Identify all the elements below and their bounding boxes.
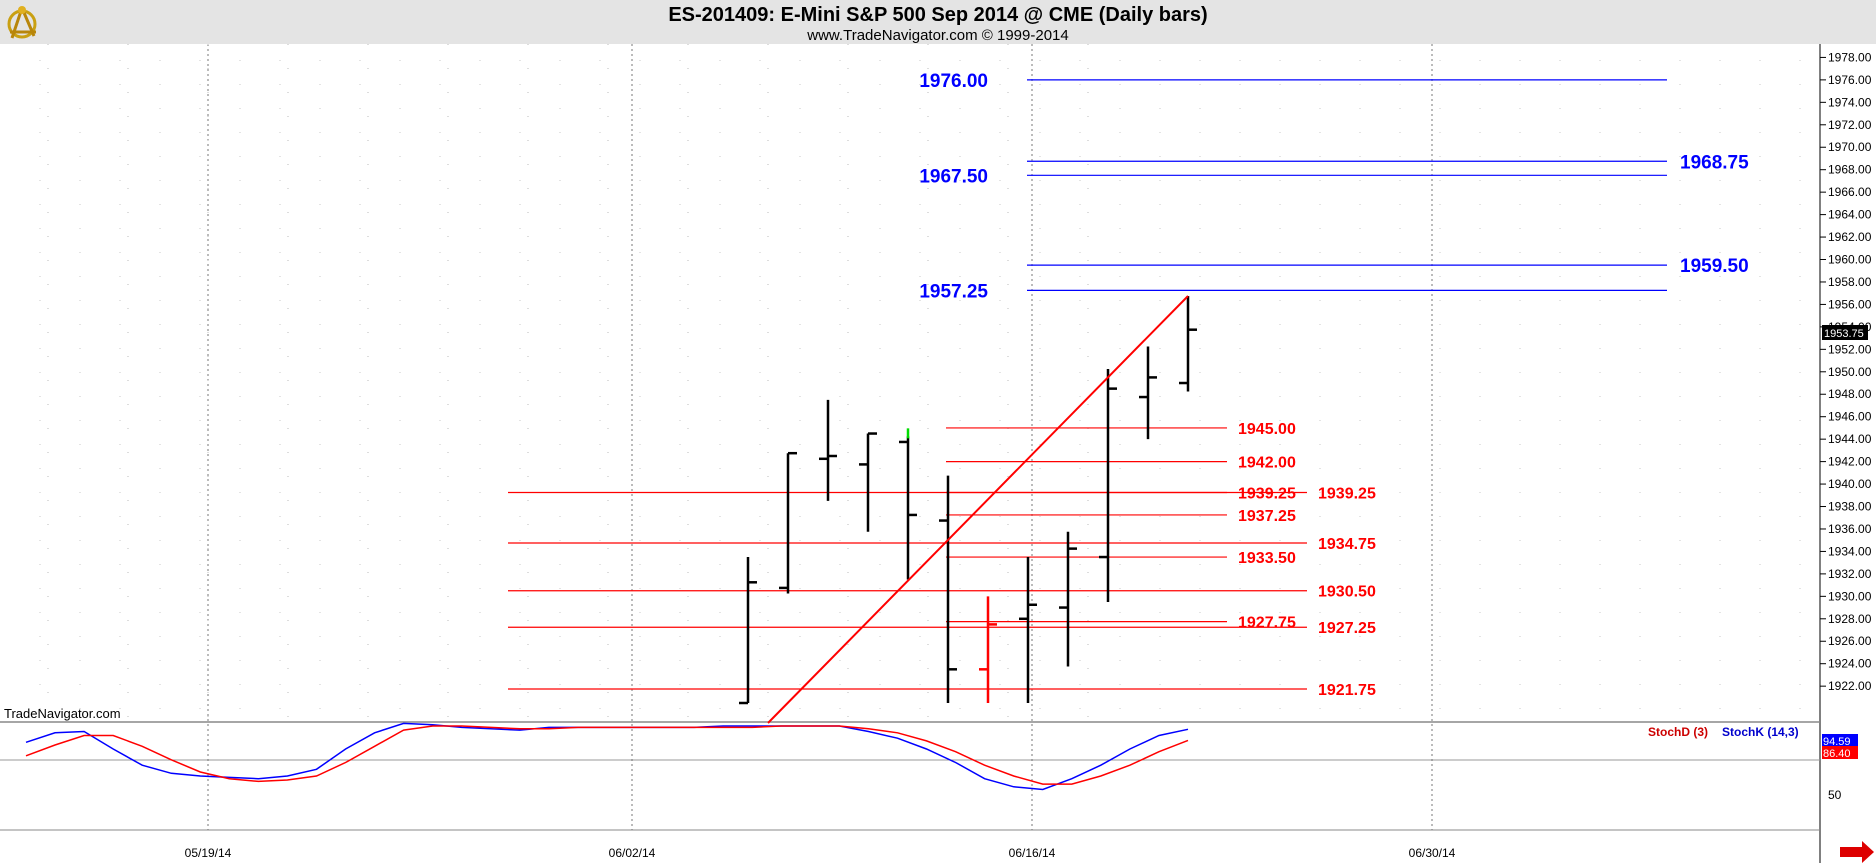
price-tick-label: 1932.00 (1828, 567, 1872, 581)
stoch-k-badge (1822, 734, 1858, 747)
chart-subtitle: www.TradeNavigator.com © 1999-2014 (806, 27, 1068, 44)
price-tick-label: 1968.00 (1828, 163, 1872, 177)
red-level-label: 1942.00 (1238, 455, 1296, 472)
blue-level-label: 1976.00 (919, 71, 988, 92)
date-tick-label: 05/19/14 (185, 846, 232, 860)
price-bars (739, 296, 1197, 705)
price-tick-label: 1974.00 (1828, 95, 1872, 109)
red-right-arrow-icon[interactable] (1840, 841, 1874, 863)
price-tick-label: 1936.00 (1828, 522, 1872, 536)
price-tick-label: 1924.00 (1828, 657, 1872, 671)
stoch-d-legend: StochD (3) (1648, 725, 1708, 739)
price-tick-label: 1940.00 (1828, 477, 1872, 491)
trendline (767, 295, 1189, 724)
blue-level-label: 1957.25 (919, 281, 988, 302)
price-tick-label: 1976.00 (1828, 73, 1872, 87)
red-level-label: 1927.25 (1318, 620, 1376, 637)
blue-level-label: 1967.50 (919, 166, 988, 187)
red-level-label: 1927.75 (1238, 615, 1296, 632)
blue-level-label: 1959.50 (1680, 256, 1749, 277)
last-price-badge (1822, 325, 1868, 340)
price-tick-label: 1960.00 (1828, 253, 1872, 267)
price-tick-label: 1962.00 (1828, 230, 1872, 244)
red-level-label: 1937.25 (1238, 508, 1296, 525)
price-tick-label: 1958.00 (1828, 275, 1872, 289)
price-tick-label: 1978.00 (1828, 50, 1872, 64)
stoch-k-line (25, 722, 1189, 791)
price-tick-label: 1972.00 (1828, 118, 1872, 132)
price-tick-label: 1942.00 (1828, 455, 1872, 469)
price-tick-label: 1926.00 (1828, 634, 1872, 648)
date-tick-label: 06/30/14 (1409, 846, 1456, 860)
red-level-label: 1945.00 (1238, 421, 1296, 438)
watermark: TradeNavigator.com (4, 706, 121, 721)
stoch-k-legend: StochK (14,3) (1722, 725, 1799, 739)
price-tick-label: 1966.00 (1828, 185, 1872, 199)
date-axis: 05/19/14 06/02/14 06/16/14 06/30/14 (185, 846, 1456, 860)
price-tick-label: 1946.00 (1828, 410, 1872, 424)
price-tick-label: 1938.00 (1828, 500, 1872, 514)
red-level-label: 1939.25 (1238, 485, 1296, 502)
price-tick-label: 1928.00 (1828, 612, 1872, 626)
blue-level-label: 1968.75 (1680, 152, 1749, 173)
price-axis: 1978.00 1976.00 1974.00 1972.00 1970.00 1968.… (1820, 50, 1872, 693)
stoch-d-badge (1822, 746, 1858, 759)
stoch-k-value: 94.59 (1823, 736, 1851, 748)
stoch-d-value: 86.40 (1823, 748, 1851, 760)
red-level-label: 1934.75 (1318, 536, 1376, 553)
red-level-label: 1930.50 (1318, 584, 1376, 601)
price-tick-label: 1948.00 (1828, 387, 1872, 401)
stoch-tick-label: 50 (1828, 788, 1842, 802)
price-tick-label: 1970.00 (1828, 140, 1872, 154)
red-level-label: 1921.75 (1318, 682, 1376, 699)
date-tick-label: 06/16/14 (1009, 846, 1056, 860)
title-bar (0, 0, 1876, 44)
stoch-d-line (25, 725, 1189, 785)
price-tick-label: 1922.00 (1828, 679, 1872, 693)
date-tick-label: 06/02/14 (609, 846, 656, 860)
price-tick-label: 1944.00 (1828, 432, 1872, 446)
stochastic-panel (25, 722, 1189, 791)
red-level-label: 1939.25 (1318, 485, 1376, 502)
last-price-label: 1953.75 (1824, 328, 1864, 340)
price-tick-label: 1964.00 (1828, 208, 1872, 222)
chart-title: ES-201409: E-Mini S&P 500 Sep 2014 @ CME… (668, 4, 1207, 26)
price-tick-label: 1950.00 (1828, 365, 1872, 379)
price-tick-label: 1930.00 (1828, 589, 1872, 603)
price-panel (0, 44, 1820, 721)
price-tick-label: 1934.00 (1828, 544, 1872, 558)
trendline-group (767, 295, 1189, 724)
sextant-logo-icon[interactable] (7, 6, 37, 39)
price-tick-label: 1952.00 (1828, 342, 1872, 356)
price-tick-label: 1956.00 (1828, 297, 1872, 311)
red-level-label: 1933.50 (1238, 550, 1296, 567)
